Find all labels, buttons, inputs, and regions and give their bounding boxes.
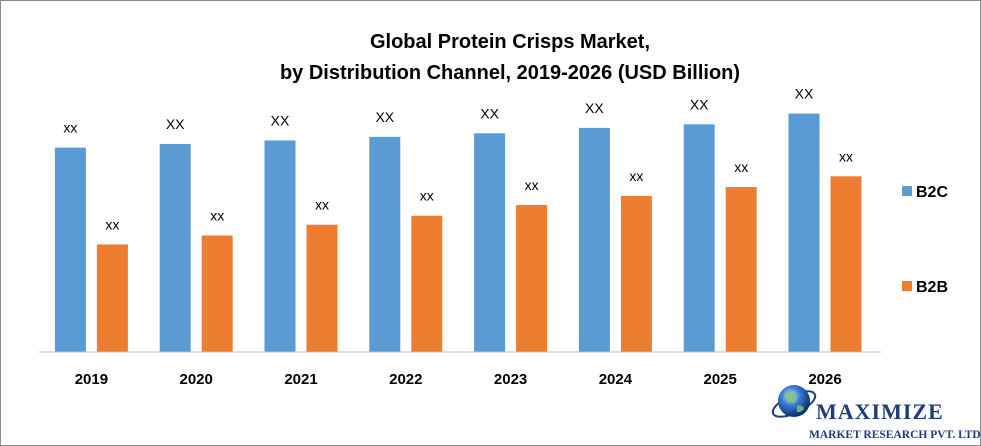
data-label-b2c-2024: XX [585, 100, 604, 116]
bar-b2c-2023 [474, 133, 506, 352]
legend-swatch-b2c [902, 186, 912, 196]
x-tick-2019: 2019 [75, 371, 108, 388]
data-label-b2b-2023: xx [525, 177, 539, 193]
bar-b2b-2024 [620, 196, 652, 352]
chart-title-line-1: Global Protein Crisps Market, [370, 31, 650, 53]
bar-b2c-2024 [578, 127, 610, 353]
data-label-b2c-2019: xx [63, 120, 77, 136]
bar-b2c-2020 [159, 144, 191, 352]
bar-b2b-2026 [830, 176, 862, 352]
data-label-b2b-2020: xx [210, 207, 224, 223]
bar-b2c-2019 [54, 147, 86, 352]
bar-b2b-2023 [516, 204, 548, 352]
bar-b2c-2021 [264, 140, 296, 352]
legend: B2C B2B [902, 184, 948, 296]
bar-b2b-2019 [96, 244, 128, 352]
legend-swatch-b2b [902, 281, 912, 291]
bar-b2c-2022 [369, 136, 401, 352]
data-label-b2b-2019: xx [105, 216, 119, 232]
logo-subtitle: MARKET RESEARCH PVT. LTD. [809, 429, 980, 441]
x-tick-2021: 2021 [284, 371, 317, 388]
chart-title-line-2: by Distribution Channel, 2019-2026 (USD … [280, 62, 740, 84]
data-label-b2c-2022: XX [375, 109, 394, 125]
x-tick-2026: 2026 [808, 371, 841, 388]
bar-b2b-2022 [411, 215, 443, 352]
x-tick-2023: 2023 [494, 371, 527, 388]
data-label-b2c-2020: XX [166, 116, 185, 132]
data-label-b2b-2024: xx [629, 168, 643, 184]
bar-b2b-2021 [306, 224, 338, 352]
maximize-logo: MAXIMIZE MARKET RESEARCH PVT. LTD. [771, 385, 980, 441]
x-tick-2024: 2024 [599, 371, 633, 388]
x-tick-2020: 2020 [180, 371, 213, 388]
x-tick-labels: 2019 2020 2021 2022 2023 2024 2025 2026 [75, 371, 842, 388]
data-label-b2b-2025: xx [734, 159, 748, 175]
x-tick-2022: 2022 [389, 371, 422, 388]
data-label-b2c-2025: XX [690, 96, 709, 112]
data-label-b2b-2021: xx [315, 197, 329, 213]
bar-b2c-2026 [788, 113, 820, 352]
bar-b2c-2025 [683, 124, 715, 352]
bar-b2b-2025 [725, 187, 757, 352]
bars-group: xx xx XX xx XX xx XX xx XX xx XX xx XX xx XX xx [54, 86, 862, 353]
legend-label-b2c: B2C [916, 184, 948, 201]
logo-name: MAXIMIZE [816, 399, 944, 424]
x-tick-2025: 2025 [704, 371, 737, 388]
data-label-b2c-2023: XX [480, 105, 499, 121]
data-label-b2c-2021: XX [271, 112, 290, 128]
data-label-b2c-2026: XX [795, 86, 814, 102]
data-label-b2b-2026: xx [839, 148, 853, 164]
globe-land-icon [784, 392, 804, 413]
legend-label-b2b: B2B [916, 279, 948, 296]
bar-b2b-2020 [201, 235, 233, 352]
data-label-b2b-2022: xx [420, 188, 434, 204]
